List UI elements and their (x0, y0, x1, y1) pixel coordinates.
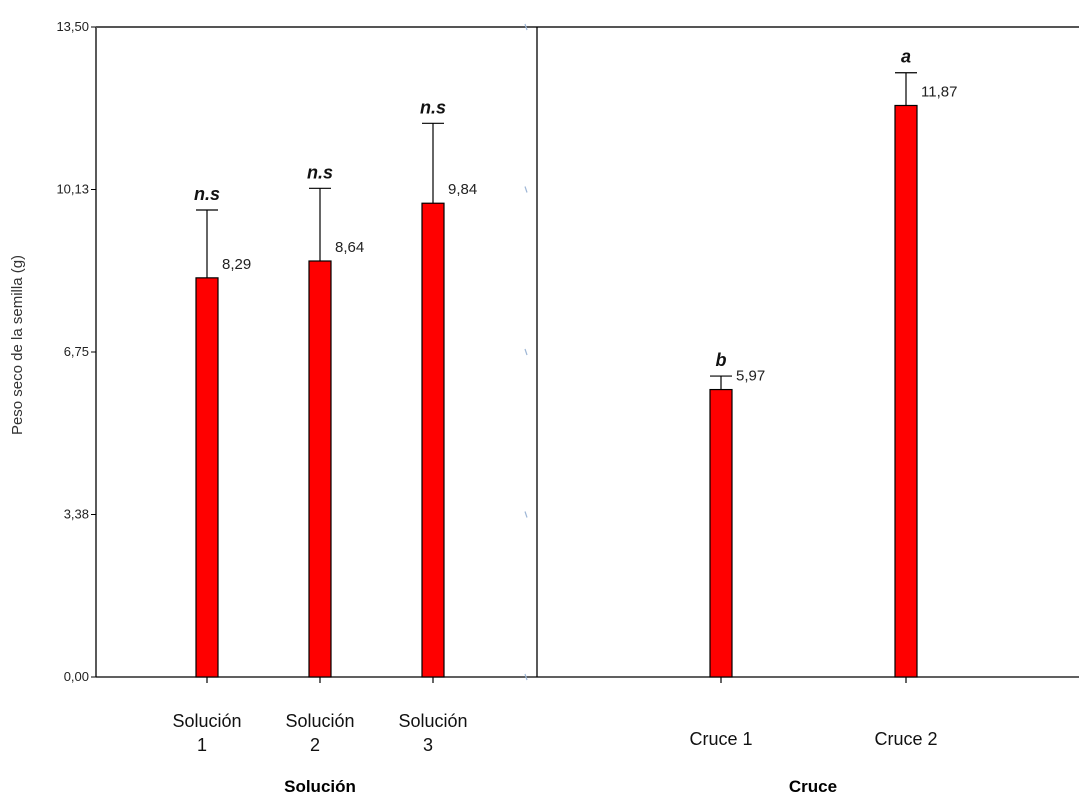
x-tick-label: 1 (197, 735, 207, 755)
y-tick-label: 6,75 (64, 344, 89, 359)
x-axis-label: Cruce (789, 777, 837, 796)
value-label: 5,97 (736, 368, 765, 385)
y-tick-label: 13,50 (56, 19, 89, 34)
bar (421, 202, 445, 678)
y-tick-label: 0,00 (64, 669, 89, 684)
significance-label: a (901, 47, 911, 67)
x-tick-label: 3 (423, 735, 433, 755)
value-label: 9,84 (448, 181, 477, 198)
bar (308, 260, 332, 678)
divider-tick (524, 348, 528, 356)
x-axis-label: Solución (284, 777, 356, 796)
panel-solucion: 8,29 n.s Solución 1 8,64 n.s Solución 2 9,84 n.s S… (96, 97, 537, 796)
significance-label: n.s (307, 162, 333, 182)
bar (709, 388, 733, 678)
bar (894, 104, 918, 678)
x-tick-label: Solución (285, 711, 354, 731)
y-axis: 0,00 3,38 6,75 10,13 13,50 Peso seco de la s… (9, 19, 97, 684)
x-tick-label: Cruce 1 (689, 729, 752, 749)
significance-label: b (716, 350, 727, 370)
significance-label: n.s (194, 184, 220, 204)
divider-ticks (524, 23, 528, 681)
value-label: 11,87 (921, 83, 957, 100)
divider-tick (524, 186, 528, 193)
x-tick-label: 2 (310, 735, 320, 755)
divider-tick (524, 511, 528, 518)
x-tick-label: Solución (398, 711, 467, 731)
value-label: 8,29 (222, 256, 251, 273)
panel-cruce: 5,97 b Cruce 1 11,87 a Cruce 2 Cruce (537, 47, 1079, 796)
x-tick-label: Cruce 2 (874, 729, 937, 749)
significance-label: n.s (420, 97, 446, 117)
y-axis-label: Peso seco de la semilla (g) (9, 255, 26, 435)
panel-divider (524, 23, 538, 681)
y-tick-label: 10,13 (56, 182, 89, 197)
divider-tick (524, 673, 528, 681)
y-tick-label: 3,38 (64, 507, 89, 522)
value-label: 8,64 (335, 239, 364, 256)
divider-tick (524, 23, 528, 31)
x-tick-label: Solución (172, 711, 241, 731)
y-ticks: 0,00 3,38 6,75 10,13 13,50 (56, 19, 96, 684)
bar (195, 277, 219, 678)
